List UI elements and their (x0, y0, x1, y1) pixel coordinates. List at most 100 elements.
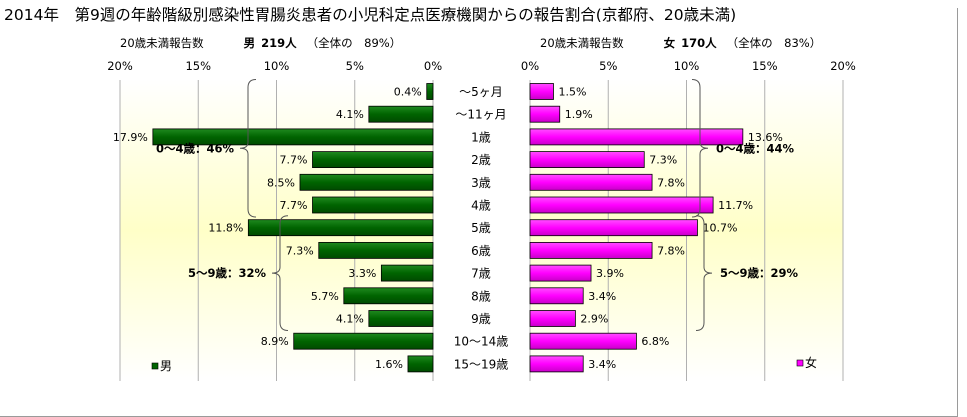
female-bar (529, 241, 653, 259)
page-title: 2014年 第9週の年齢階級別感染性胃腸炎患者の小児科定点医療機関からの報告割合… (4, 6, 737, 24)
female-axis-tick-label: 10% (674, 59, 700, 73)
female-value-label: 11.7% (718, 199, 753, 212)
male-value-label: 1.6% (375, 358, 403, 371)
header-share: （全体の 83%） (727, 36, 822, 50)
female-value-label: 13.6% (748, 131, 783, 144)
male-group-brace (271, 215, 289, 331)
male-value-label: 7.3% (286, 244, 314, 257)
male-value-label: 8.5% (267, 176, 295, 189)
category-label: 5歳 (471, 221, 491, 235)
category-label: 1歳 (471, 130, 491, 144)
male-axis-tick-label: 20% (107, 59, 133, 73)
male-bar (380, 264, 434, 282)
category-label: 9歳 (471, 312, 491, 326)
female-group-brace (695, 215, 713, 331)
female-value-label: 1.9% (565, 108, 593, 121)
category-label: 3歳 (471, 176, 491, 190)
header-gender: 女 (664, 36, 676, 50)
female-value-label: 1.5% (558, 86, 586, 99)
male-bar (368, 105, 434, 123)
male-group-annotation: 0～4歳：46% (156, 141, 235, 155)
female-value-label: 10.7% (702, 222, 737, 235)
category-label: ～5ヶ月 (459, 85, 503, 99)
male-axis-tick-label: 0% (424, 59, 442, 73)
female-bar (529, 196, 714, 214)
male-value-label: 7.7% (280, 154, 308, 167)
male-value-label: 3.3% (348, 267, 376, 280)
female-bar (529, 105, 561, 123)
category-label: 15～19歳 (454, 357, 509, 371)
male-bar (426, 83, 434, 100)
male-value-label: 4.1% (336, 108, 364, 121)
male-value-label: 7.7% (280, 199, 308, 212)
category-label: 10～14歳 (454, 335, 509, 349)
male-group-annotation: 5～9歳：32% (188, 266, 267, 280)
category-label: 7歳 (471, 267, 491, 281)
female-axis-tick-label: 5% (599, 59, 617, 73)
female-legend-label: 女 (805, 355, 817, 370)
female-value-label: 7.8% (657, 244, 685, 257)
female-legend-swatch (796, 359, 804, 367)
frame-right-border (957, 8, 958, 417)
category-label: 6歳 (471, 244, 491, 258)
female-bar (529, 355, 584, 373)
female-bar (529, 287, 584, 305)
female-value-label: 7.3% (649, 154, 677, 167)
male-value-label: 4.1% (336, 313, 364, 326)
female-axis-tick-label: 15% (752, 59, 778, 73)
header-caption-女: 20歳未満報告数 女 170人 （全体の 83%） (540, 36, 821, 50)
male-bar (312, 151, 434, 169)
male-value-label: 5.7% (311, 290, 339, 303)
female-value-label: 2.9% (580, 313, 608, 326)
header-count: 219人 (261, 36, 297, 50)
category-label: 4歳 (471, 199, 491, 213)
female-axis-tick-label: 0% (521, 59, 539, 73)
female-bar (529, 128, 744, 146)
male-axis-tick-label: 5% (346, 59, 364, 73)
male-value-label: 17.9% (113, 131, 148, 144)
header-caption: 20歳未満報告数 (540, 36, 624, 50)
male-value-label: 11.8% (208, 222, 243, 235)
female-group-brace (691, 79, 709, 218)
male-bar (343, 287, 434, 305)
female-value-label: 3.4% (588, 358, 616, 371)
female-value-label: 7.8% (657, 176, 685, 189)
female-group-annotation: 0～4歳：44% (716, 141, 795, 155)
male-legend-label: 男 (160, 359, 172, 373)
category-label: 2歳 (471, 153, 491, 167)
male-value-label: 8.9% (261, 335, 289, 348)
male-bar (247, 219, 434, 237)
female-bar (529, 332, 637, 350)
female-bar (529, 310, 576, 327)
male-bar (318, 241, 434, 259)
female-bar (529, 151, 645, 169)
female-value-label: 3.9% (596, 267, 624, 280)
male-bar (293, 332, 434, 350)
male-bar (407, 355, 434, 373)
category-label: ～11ヶ月 (455, 108, 506, 122)
male-bar (299, 173, 434, 191)
male-group-brace (239, 79, 257, 218)
female-bar (529, 83, 554, 100)
header-share: （全体の 89%） (307, 36, 402, 50)
male-bar (312, 196, 434, 214)
female-bar (529, 264, 592, 282)
male-axis-tick-label: 10% (264, 59, 290, 73)
category-label: 8歳 (471, 289, 491, 303)
female-value-label: 3.4% (588, 290, 616, 303)
header-count: 170人 (681, 36, 717, 50)
male-axis-tick-label: 15% (185, 59, 211, 73)
female-bar (529, 219, 698, 237)
female-value-label: 6.8% (641, 335, 669, 348)
header-caption: 20歳未満報告数 (120, 36, 204, 50)
male-value-label: 0.4% (394, 86, 422, 99)
male-bar (368, 310, 434, 327)
female-axis-tick-label: 20% (830, 59, 856, 73)
male-legend-swatch (151, 362, 159, 370)
male-bar (152, 128, 434, 146)
header-caption-男: 20歳未満報告数 男 219人 （全体の 89%） (120, 36, 401, 50)
header-gender: 男 (244, 36, 256, 50)
female-bar (529, 173, 653, 191)
